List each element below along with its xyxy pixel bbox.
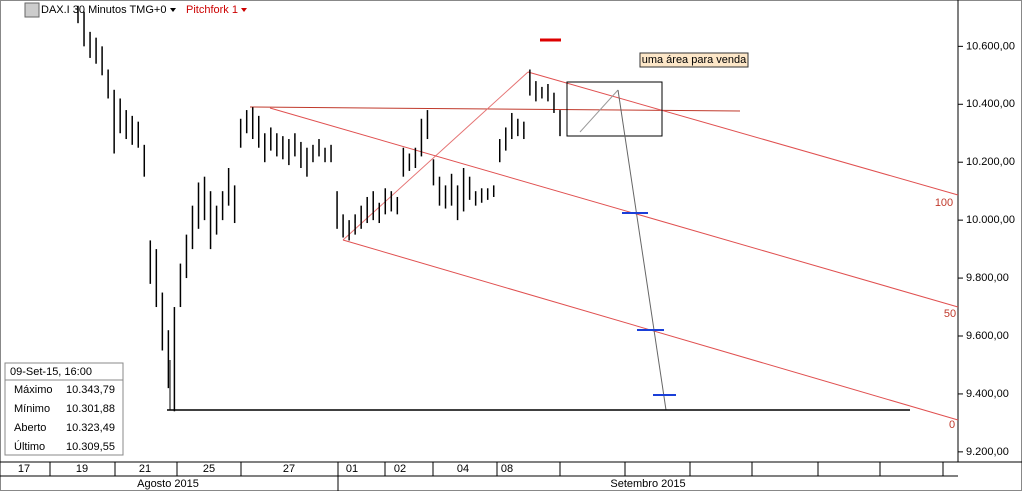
x-day-label: 01: [346, 463, 358, 475]
y-tick-label: 9.600,00: [966, 330, 1009, 342]
info-value: 10.343,79: [66, 384, 115, 396]
y-tick-label: 10.400,00: [966, 98, 1015, 110]
info-label: Último: [14, 440, 45, 453]
y-tick-label: 10.000,00: [966, 214, 1015, 226]
chart-title[interactable]: DAX.I 30 Minutos TMG+0: [41, 4, 166, 16]
resistance-line: [249, 106, 741, 112]
x-day-label: 19: [76, 463, 88, 475]
trend-line: [617, 89, 667, 411]
y-tick-label: 10.600,00: [966, 40, 1015, 52]
y-tick-label: 10.200,00: [966, 156, 1015, 168]
annotation: uma área para venda: [642, 54, 747, 66]
info-label: Mínimo: [14, 403, 50, 415]
x-month-label: Setembro 2015: [610, 478, 685, 490]
info-date: 09-Set-15, 16:00: [10, 366, 92, 378]
x-month-label: Agosto 2015: [137, 478, 199, 490]
x-day-label: 25: [203, 463, 215, 475]
info-box: [4, 362, 124, 456]
y-tick-label: 9.200,00: [966, 446, 1009, 458]
dropdown[interactable]: [170, 8, 176, 12]
info-value: 10.301,88: [66, 403, 115, 415]
dropdown[interactable]: [241, 8, 247, 12]
x-day-label: 02: [394, 463, 406, 475]
info-label: Máximo: [14, 384, 53, 396]
annotation-box: [639, 52, 749, 68]
pitchfork-label: 100: [935, 197, 953, 209]
y-tick-label: 9.800,00: [966, 272, 1009, 284]
info-label: Aberto: [14, 422, 46, 434]
x-day-label: 08: [501, 463, 513, 475]
x-day-label: 17: [18, 463, 30, 475]
x-day-label: 21: [139, 463, 151, 475]
study-name[interactable]: Pitchfork 1: [186, 4, 238, 16]
pitchfork-label: 50: [944, 308, 956, 320]
x-day-label: 04: [457, 463, 469, 475]
sell-box: [566, 81, 663, 137]
symbol-icon[interactable]: [24, 2, 40, 18]
pitchfork-median: [269, 107, 959, 308]
info-value: 10.323,49: [66, 422, 115, 434]
pitchfork-upper: [527, 71, 959, 196]
trend-line: [579, 89, 619, 133]
y-tick-label: 9.400,00: [966, 388, 1009, 400]
info-value: 10.309,55: [66, 441, 115, 453]
pitchfork-label: 0: [949, 419, 955, 431]
x-day-label: 27: [283, 463, 295, 475]
